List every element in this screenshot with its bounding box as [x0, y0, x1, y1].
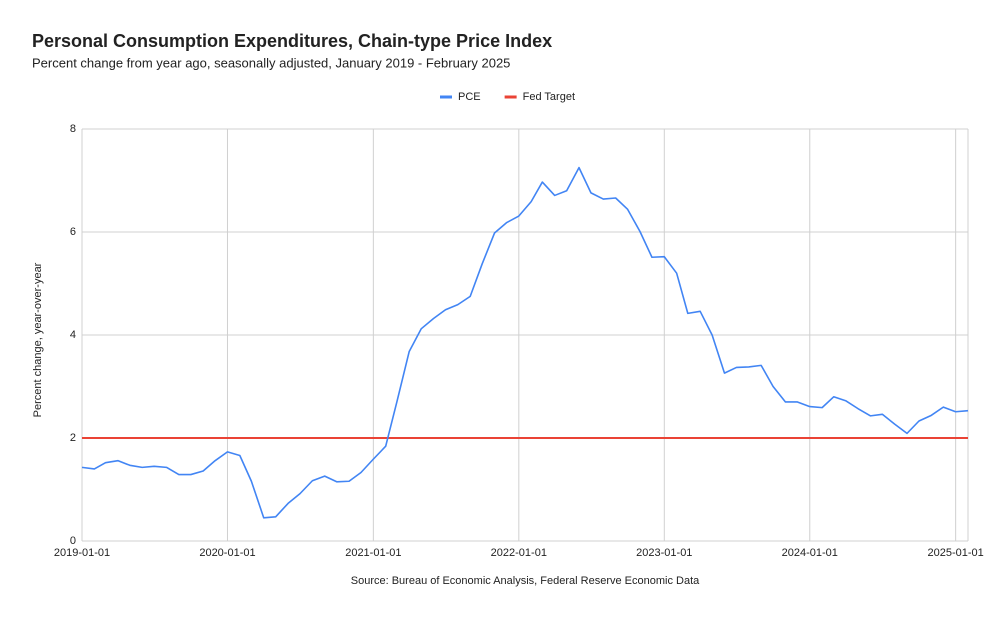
x-tick-label: 2022-01-01: [491, 547, 547, 559]
legend-label: PCE: [458, 91, 481, 103]
x-tick-label: 2020-01-01: [199, 547, 255, 559]
x-tick-label: 2025-01-01: [928, 547, 984, 559]
source-note: Source: Bureau of Economic Analysis, Fed…: [351, 575, 700, 587]
y-tick-label: 0: [70, 535, 76, 547]
x-tick-label: 2021-01-01: [345, 547, 401, 559]
x-tick-label: 2019-01-01: [54, 547, 110, 559]
y-tick-label: 4: [70, 329, 76, 341]
chart-subtitle: Percent change from year ago, seasonally…: [32, 55, 510, 70]
x-tick-label: 2023-01-01: [636, 547, 692, 559]
y-tick-label: 6: [70, 226, 76, 238]
legend-label: Fed Target: [523, 91, 575, 103]
x-tick-label: 2024-01-01: [782, 547, 838, 559]
y-tick-label: 8: [70, 123, 76, 135]
y-tick-label: 2: [70, 432, 76, 444]
y-axis-label: Percent change, year-over-year: [32, 262, 44, 417]
chart-title: Personal Consumption Expenditures, Chain…: [32, 31, 552, 51]
series-line: [81, 166, 969, 519]
